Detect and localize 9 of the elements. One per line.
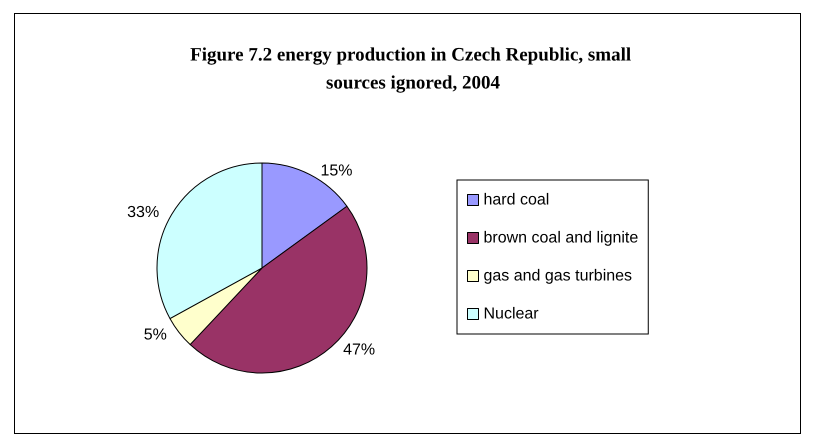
data-label: 47% [343,341,376,358]
data-label: 15% [320,162,353,180]
legend-label: Nuclear [484,306,540,322]
legend-label: hard coal [484,192,550,208]
legend-label: gas and gas turbines [484,268,632,284]
legend-label: brown coal and lignite [484,230,638,246]
chart-title: Figure 7.2 energy production in Czech Republic, small sources ignored, 2004 [190,44,636,94]
data-label: 5% [144,326,167,344]
data-label: 33% [127,204,160,222]
